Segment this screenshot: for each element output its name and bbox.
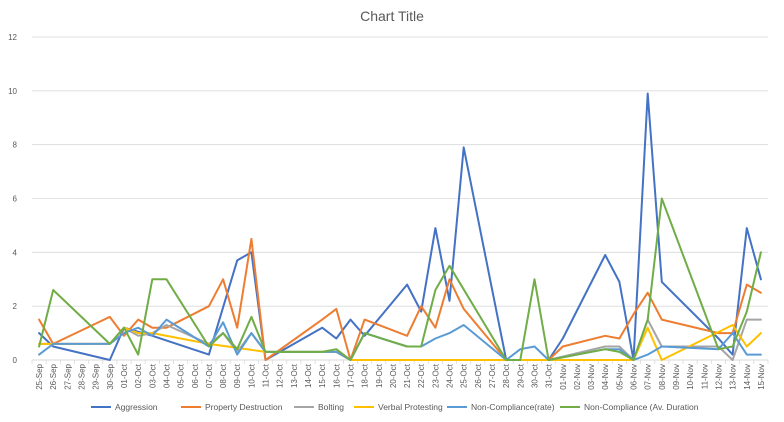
x-tick-label: 10-Nov xyxy=(686,364,695,390)
x-tick-label: 10-Oct xyxy=(247,363,256,388)
legend-label: Bolting xyxy=(318,402,344,412)
x-tick-label: 22-Oct xyxy=(417,363,426,388)
y-tick-label: 12 xyxy=(8,33,17,42)
series-line xyxy=(38,324,762,361)
x-tick-label: 18-Oct xyxy=(361,363,370,388)
legend-item: Non-Compliance (Av. Duration xyxy=(560,402,699,412)
x-tick-label: 25-Sep xyxy=(35,363,44,389)
x-tick-label: 11-Oct xyxy=(262,363,271,387)
series-line xyxy=(38,237,762,361)
y-tick-label: 2 xyxy=(13,302,18,311)
x-tick-label: 03-Oct xyxy=(148,363,157,388)
x-tick-label: 29-Oct xyxy=(516,363,525,388)
x-tick-label: 21-Oct xyxy=(403,363,412,388)
legend: Aggression Property Destruction Bolting Ver… xyxy=(91,402,699,412)
y-tick-label: 8 xyxy=(13,141,18,150)
x-tick-label: 27-Sep xyxy=(63,363,72,389)
legend-item: Non-Compliance(rate) xyxy=(447,402,555,412)
x-axis-ticks: 25-Sep 26-Sep 27-Sep 28-Sep 29-Sep 30-Sep 01-O… xyxy=(31,360,769,390)
x-tick-label: 02-Nov xyxy=(573,364,582,390)
y-tick-label: 0 xyxy=(13,356,18,365)
series-1 xyxy=(38,92,762,361)
x-tick-label: 12-Nov xyxy=(714,364,723,390)
x-tick-label: 14-Oct xyxy=(304,363,313,388)
legend-item: Verbal Protesting xyxy=(354,402,443,412)
x-tick-label: 12-Oct xyxy=(276,363,285,388)
x-tick-label: 24-Oct xyxy=(446,363,455,388)
y-tick-label: 4 xyxy=(13,248,18,257)
x-tick-label: 26-Sep xyxy=(49,363,58,389)
legend-label: Non-Compliance(rate) xyxy=(471,402,555,412)
series-lines xyxy=(38,92,762,361)
x-tick-label: 05-Nov xyxy=(615,364,624,390)
x-tick-label: 15-Nov xyxy=(757,364,766,390)
x-tick-label: 02-Oct xyxy=(134,363,143,388)
x-tick-label: 07-Nov xyxy=(644,364,653,390)
x-tick-label: 08-Oct xyxy=(219,363,228,388)
series-4 xyxy=(38,324,762,361)
x-tick-label: 11-Nov xyxy=(700,364,709,389)
x-tick-label: 09-Oct xyxy=(233,363,242,388)
x-tick-label: 04-Oct xyxy=(162,363,171,388)
series-line xyxy=(38,197,762,361)
y-tick-label: 10 xyxy=(8,87,17,96)
series-6 xyxy=(38,197,762,361)
x-tick-label: 15-Oct xyxy=(318,363,327,388)
x-tick-label: 28-Sep xyxy=(78,363,87,389)
x-tick-label: 30-Sep xyxy=(106,363,115,389)
x-tick-label: 05-Oct xyxy=(177,363,186,388)
chart-title: Chart Title xyxy=(360,8,424,24)
legend-label: Verbal Protesting xyxy=(378,402,443,412)
x-tick-label: 06-Nov xyxy=(630,364,639,390)
legend-item: Aggression xyxy=(91,402,158,412)
series-2 xyxy=(38,237,762,361)
x-tick-label: 27-Oct xyxy=(488,363,497,388)
x-tick-label: 31-Oct xyxy=(545,363,554,388)
x-tick-label: 25-Oct xyxy=(460,363,469,388)
x-tick-label: 16-Oct xyxy=(332,363,341,388)
x-tick-label: 06-Oct xyxy=(191,363,200,388)
x-tick-label: 23-Oct xyxy=(431,363,440,388)
x-tick-label: 07-Oct xyxy=(205,363,214,388)
x-tick-label: 17-Oct xyxy=(346,363,355,388)
x-tick-label: 30-Oct xyxy=(530,363,539,388)
legend-item: Property Destruction xyxy=(181,402,283,412)
legend-label: Property Destruction xyxy=(205,402,283,412)
x-tick-label: 28-Oct xyxy=(502,363,511,388)
legend-label: Aggression xyxy=(115,402,158,412)
x-tick-label: 04-Nov xyxy=(601,364,610,390)
legend-item: Bolting xyxy=(294,402,344,412)
y-tick-label: 6 xyxy=(13,195,18,204)
x-tick-label: 03-Nov xyxy=(587,364,596,390)
x-tick-label: 13-Oct xyxy=(290,363,299,388)
gridlines xyxy=(32,36,768,307)
x-tick-label: 19-Oct xyxy=(375,363,384,388)
x-tick-label: 01-Nov xyxy=(559,364,568,390)
x-tick-label: 20-Oct xyxy=(389,363,398,388)
x-tick-label: 14-Nov xyxy=(743,364,752,390)
legend-label: Non-Compliance (Av. Duration xyxy=(584,402,699,412)
x-tick-label: 08-Nov xyxy=(658,364,667,390)
series-line xyxy=(38,92,762,361)
x-tick-label: 29-Sep xyxy=(92,363,101,389)
x-tick-label: 26-Oct xyxy=(474,363,483,388)
x-tick-label: 13-Nov xyxy=(729,364,738,390)
x-tick-label: 09-Nov xyxy=(672,364,681,390)
y-axis-ticks: 0 2 4 6 8 10 12 xyxy=(8,33,17,365)
x-tick-label: 01-Oct xyxy=(120,363,129,388)
